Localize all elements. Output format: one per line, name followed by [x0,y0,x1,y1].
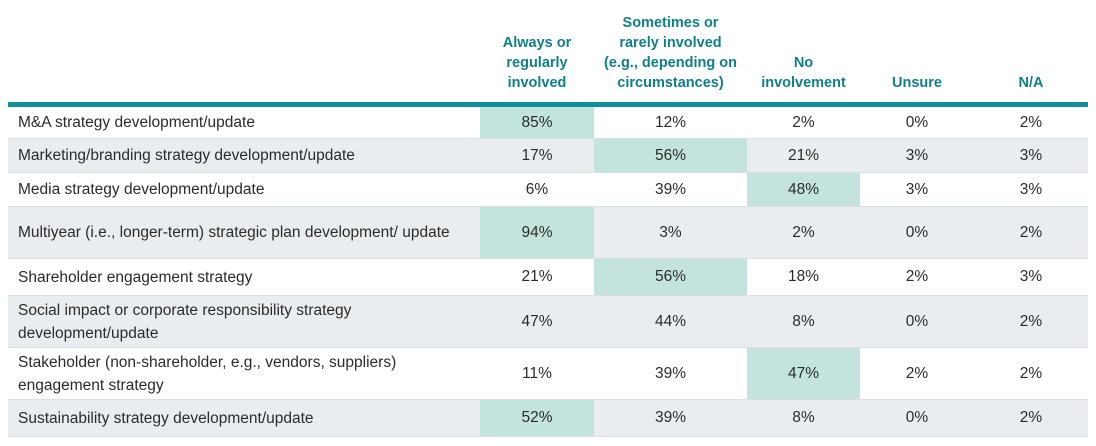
value-cell: 21% [480,258,594,296]
value-cell: 17% [480,138,594,173]
value-cell: 3% [974,138,1088,173]
table-row: Media strategy development/update 6% 39% 48… [8,172,1088,207]
row-label: Media strategy development/update [8,172,480,207]
value-cell: 21% [747,138,860,173]
row-label: Social impact or corporate responsibilit… [8,295,480,348]
header-unsure: Unsure [860,0,974,105]
value-cell: 39% [594,399,747,437]
value-cell: 2% [747,104,860,139]
value-cell: 3% [860,172,974,207]
value-cell: 8% [747,295,860,348]
header-sometimes-rarely: Sometimes or rarely involved (e.g., depe… [594,0,747,105]
table-row: Stakeholder (non-shareholder, e.g., vend… [8,347,1088,400]
value-cell: 3% [594,206,747,259]
header-line: No [793,55,814,71]
results-table: Always or regularly involved Sometimes o… [8,0,1088,437]
row-label: M&A strategy development/update [8,104,480,139]
value-cell: 18% [747,258,860,296]
header-line: rarely involved [619,35,722,51]
table-header: Always or regularly involved Sometimes o… [8,0,1088,105]
row-label: Multiyear (i.e., longer-term) strategic … [8,206,480,259]
value-cell: 2% [974,295,1088,348]
value-cell: 2% [974,399,1088,437]
header-blank [8,0,480,105]
table-row: Marketing/branding strategy development/… [8,138,1088,173]
header-row: Always or regularly involved Sometimes o… [8,0,1088,105]
header-line: regularly [506,55,568,71]
row-label: Sustainability strategy development/upda… [8,399,480,437]
value-cell: 47% [747,347,860,400]
table-row: Shareholder engagement strategy 21% 56% 18%… [8,258,1088,296]
value-cell: 2% [974,206,1088,259]
row-label: Marketing/branding strategy development/… [8,138,480,173]
value-cell: 2% [747,206,860,259]
value-cell: 3% [974,172,1088,207]
value-cell: 56% [594,138,747,173]
value-cell: 11% [480,347,594,400]
value-cell: 52% [480,399,594,437]
value-cell: 39% [594,172,747,207]
header-line: Unsure [892,75,942,91]
value-cell: 0% [860,399,974,437]
value-cell: 0% [860,206,974,259]
value-cell: 12% [594,104,747,139]
value-cell: 2% [860,258,974,296]
row-label: Shareholder engagement strategy [8,258,480,296]
table-row: Social impact or corporate responsibilit… [8,295,1088,348]
value-cell: 6% [480,172,594,207]
value-cell: 3% [974,258,1088,296]
header-na: N/A [974,0,1088,105]
value-cell: 47% [480,295,594,348]
value-cell: 39% [594,347,747,400]
header-line: Sometimes or [622,15,719,31]
header-line: Always or [502,35,572,51]
table-row: M&A strategy development/update 85% 12% 2% 0… [8,104,1088,139]
value-cell: 2% [974,347,1088,400]
header-line: (e.g., depending on [604,55,737,71]
value-cell: 0% [860,295,974,348]
value-cell: 8% [747,399,860,437]
value-cell: 3% [860,138,974,173]
value-cell: 56% [594,258,747,296]
value-cell: 0% [860,104,974,139]
header-line: N/A [1018,75,1044,91]
value-cell: 2% [860,347,974,400]
header-line: involved [507,75,567,91]
table-row: Multiyear (i.e., longer-term) strategic … [8,206,1088,259]
table-row: Sustainability strategy development/upda… [8,399,1088,437]
value-cell: 2% [974,104,1088,139]
row-label: Stakeholder (non-shareholder, e.g., vend… [8,347,480,400]
header-line: circumstances) [617,75,724,91]
value-cell: 94% [480,206,594,259]
table-body: M&A strategy development/update 85% 12% 2% 0… [8,104,1088,437]
header-no-involvement: No involvement [747,0,860,105]
value-cell: 48% [747,172,860,207]
header-always-regularly: Always or regularly involved [480,0,594,105]
value-cell: 85% [480,104,594,139]
header-line: involvement [761,75,846,91]
value-cell: 44% [594,295,747,348]
